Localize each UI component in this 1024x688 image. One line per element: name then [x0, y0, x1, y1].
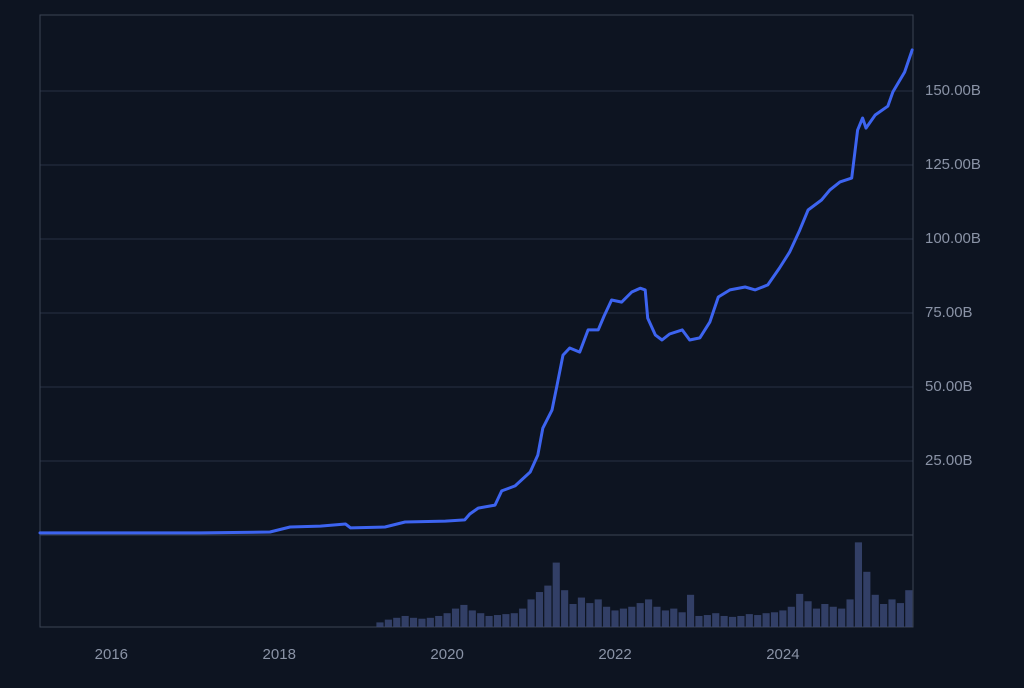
volume-bar: [477, 613, 485, 627]
volume-bar: [888, 599, 896, 627]
volume-bar: [728, 616, 737, 627]
volume-bar: [468, 610, 476, 627]
volume-bar: [678, 612, 686, 627]
volume-bar: [586, 603, 594, 627]
volume-bar: [460, 604, 468, 627]
price-line: [38, 48, 914, 535]
volume-bar: [569, 604, 577, 627]
volume-bar: [703, 615, 711, 627]
volume-bar: [451, 608, 460, 627]
volume-bar: [409, 617, 418, 627]
volume-bar: [594, 599, 602, 627]
volume-bar: [401, 615, 409, 627]
x-tick-label: 2020: [430, 646, 463, 663]
volume-bar: [737, 615, 745, 627]
volume-bar: [485, 615, 493, 627]
volume-bar: [762, 613, 770, 627]
x-tick-label: 2018: [263, 646, 296, 663]
volume-bar: [863, 571, 871, 627]
volume-bar: [376, 622, 384, 627]
volume-bar: [552, 562, 560, 627]
volume-bar: [686, 594, 695, 627]
volume-bar: [443, 613, 451, 627]
volume-bar: [527, 599, 535, 627]
volume-bar: [418, 618, 426, 627]
x-tick-label: 2016: [95, 646, 128, 663]
volume-bar: [393, 617, 401, 627]
volume-bar: [712, 613, 720, 627]
volume-bar: [426, 617, 434, 627]
volume-bar: [812, 608, 821, 627]
volume-bar: [796, 593, 804, 627]
volume-bar: [519, 608, 527, 627]
volume-bar: [905, 590, 913, 627]
volume-bar: [611, 610, 619, 627]
volume-bar: [846, 599, 854, 627]
volume-bar: [880, 604, 888, 627]
y-tick-label: 100.00B: [925, 230, 981, 247]
volume-bar: [535, 592, 544, 627]
y-tick-label: 25.00B: [925, 452, 973, 469]
volume-bar: [435, 615, 443, 627]
volume-bar: [854, 542, 863, 627]
volume-bar: [628, 606, 636, 627]
volume-bar: [493, 615, 502, 627]
volume-bar: [653, 606, 661, 627]
y-tick-label: 75.00B: [925, 304, 973, 321]
volume-bar: [896, 603, 904, 627]
volume-bar: [804, 601, 812, 627]
x-tick-label: 2024: [766, 646, 799, 663]
volume-bar: [384, 619, 392, 627]
volume-bar: [779, 610, 787, 627]
y-tick-label: 150.00B: [925, 82, 981, 99]
y-tick-label: 50.00B: [925, 378, 973, 395]
volume-bar: [829, 606, 837, 627]
y-tick-label: 125.00B: [925, 156, 981, 173]
x-tick-label: 2022: [598, 646, 631, 663]
volume-bar: [510, 613, 518, 627]
plot-frame: [39, 14, 914, 628]
volume-bar: [661, 610, 669, 627]
volume-bar: [720, 615, 728, 627]
volume-bar: [754, 615, 762, 627]
volume-bar: [871, 594, 879, 627]
volume-bar: [636, 603, 644, 627]
volume-bar: [619, 608, 627, 627]
volume-bar: [544, 585, 552, 627]
volume-bar: [787, 606, 795, 627]
volume-bar: [561, 590, 569, 627]
volume-bar: [577, 597, 585, 627]
volume-bar: [502, 614, 510, 627]
volume-bar: [821, 604, 829, 627]
volume-bar: [603, 606, 611, 627]
volume-bar: [670, 608, 678, 627]
volume-bar: [695, 615, 703, 627]
volume-bar: [645, 599, 653, 627]
volume-bar: [745, 614, 753, 627]
volume-bar: [838, 608, 846, 627]
volume-bar: [770, 612, 779, 627]
